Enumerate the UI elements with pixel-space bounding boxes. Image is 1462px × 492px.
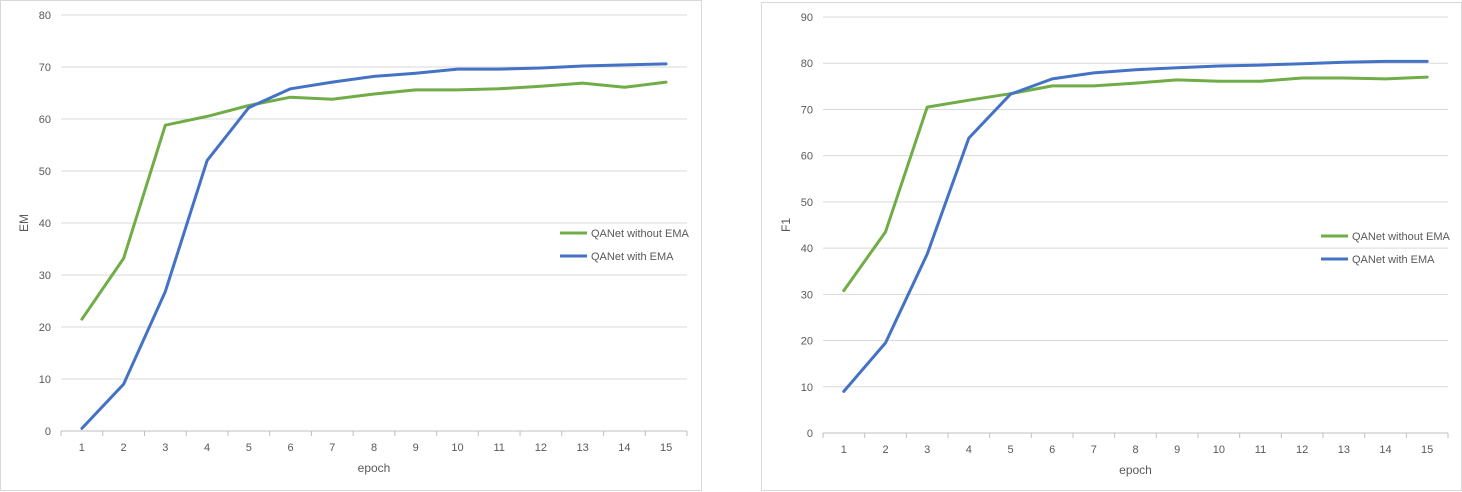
x-tick-label: 6: [287, 442, 293, 454]
x-tick-label: 4: [966, 444, 972, 456]
y-tick-label: 20: [801, 336, 813, 348]
legend-label: QANet without EMA: [1352, 231, 1450, 243]
x-tick-label: 10: [1213, 444, 1225, 456]
y-tick-label: 40: [39, 218, 51, 230]
x-tick-label: 12: [535, 442, 547, 454]
series-line-with-ema: [80, 62, 668, 430]
y-tick-label: 40: [801, 243, 813, 255]
legend-label: QANet without EMA: [591, 228, 689, 240]
y-tick-label: 90: [801, 12, 813, 24]
x-tick-label: 6: [1049, 444, 1055, 456]
x-tick-label: 2: [882, 444, 888, 456]
y-tick-label: 30: [801, 289, 813, 301]
x-tick-label: 11: [1255, 444, 1266, 456]
y-tick-label: 50: [801, 197, 813, 209]
x-tick-label: 11: [493, 442, 504, 454]
legend-label: QANet with EMA: [1352, 254, 1435, 266]
x-tick-label: 2: [121, 442, 127, 454]
f1-chart: 0 10 20 30 40 50 60 70 80 90 1 2 3 4 5 6 7 8 9 10 11 12 13 14 15…: [761, 2, 1462, 491]
x-tick-label: 1: [841, 444, 847, 456]
x-tick-label: 3: [924, 444, 930, 456]
y-tick-label: 10: [39, 374, 51, 386]
x-tick-label: 15: [1421, 444, 1433, 456]
x-tick-label: 4: [204, 442, 210, 454]
x-tick-label: 8: [1132, 444, 1138, 456]
x-tick-label: 7: [329, 442, 335, 454]
x-tick-label: 9: [1174, 444, 1180, 456]
y-tick-label: 20: [39, 322, 51, 334]
em-chart: 0 10 20 30 40 50 60 70 80 1 2 3 4 5 6 7 8 9 10 11 12 13 14 15 ep…: [0, 0, 702, 491]
x-tick-label: 5: [1007, 444, 1013, 456]
y-tick-label: 60: [39, 114, 51, 126]
x-tick-label: 7: [1091, 444, 1097, 456]
y-tick-label: 80: [801, 58, 813, 70]
x-axis-title: epoch: [358, 461, 391, 475]
x-axis-title: epoch: [1119, 463, 1152, 477]
y-tick-label: 0: [45, 426, 51, 438]
y-tick-label: 50: [39, 166, 51, 178]
x-tick-label: 5: [246, 442, 252, 454]
x-tick-label: 15: [660, 442, 672, 454]
x-tick-label: 9: [413, 442, 419, 454]
x-tick-label: 13: [1338, 444, 1350, 456]
x-tick-label: 1: [79, 442, 85, 454]
y-tick-label: 0: [807, 428, 813, 440]
series-line-with-ema: [842, 59, 1429, 393]
x-tick-label: 14: [1379, 444, 1391, 456]
y-axis-title: EM: [17, 214, 31, 232]
x-tick-label: 8: [371, 442, 377, 454]
y-tick-label: 70: [801, 104, 813, 116]
x-tick-label: 14: [618, 442, 630, 454]
series-line-without-ema: [842, 75, 1429, 293]
x-tick-label: 3: [162, 442, 168, 454]
y-tick-label: 70: [39, 62, 51, 74]
y-tick-label: 10: [801, 382, 813, 394]
y-axis-title: F1: [779, 218, 793, 232]
legend-label: QANet with EMA: [591, 251, 674, 263]
x-tick-label: 10: [451, 442, 463, 454]
y-tick-label: 30: [39, 270, 51, 282]
series-line-without-ema: [80, 80, 668, 321]
x-tick-label: 13: [577, 442, 589, 454]
y-tick-label: 60: [801, 151, 813, 163]
x-tick-label: 12: [1296, 444, 1308, 456]
y-tick-label: 80: [39, 10, 51, 22]
